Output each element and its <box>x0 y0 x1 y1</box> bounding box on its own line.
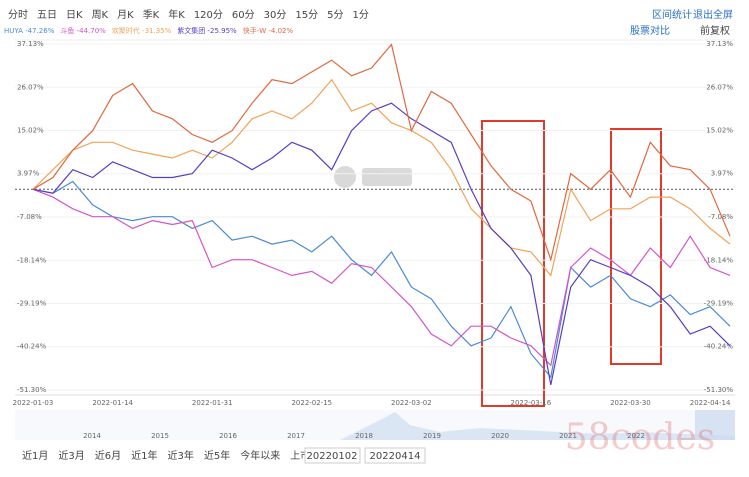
series-line <box>32 78 731 277</box>
y-tick-label: -51.30% <box>17 386 47 394</box>
y-tick-label: -7.08% <box>17 213 42 221</box>
period-tab[interactable]: 季K <box>143 9 160 21</box>
range-button[interactable]: 近1月 <box>22 449 48 462</box>
y-tick-label-right: -29.19% <box>704 299 734 307</box>
compare-button[interactable]: 股票对比 <box>630 24 670 37</box>
series-line <box>32 188 731 367</box>
y-tick-label: 15.02% <box>17 127 44 135</box>
period-tab[interactable]: 30分 <box>264 9 287 21</box>
x-tick-label: 2022-04-14 <box>690 399 731 407</box>
y-tick-label-right: -18.14% <box>704 256 734 264</box>
navigator-window[interactable] <box>695 410 735 440</box>
navigator-year: 2020 <box>491 432 509 440</box>
navigator-year: 2014 <box>83 432 101 440</box>
x-tick-label: 2022-03-30 <box>610 399 651 407</box>
x-tick-label: 2022-01-14 <box>92 399 133 407</box>
period-tab[interactable]: 日K <box>66 10 83 21</box>
x-tick-label: 2022-01-31 <box>192 399 233 407</box>
x-tick-label: 2022-03-16 <box>511 399 552 407</box>
period-tab[interactable]: 五日 <box>37 10 57 21</box>
series-line <box>32 180 731 379</box>
y-tick-label-right: 37.13% <box>706 40 733 48</box>
navigator-year: 2016 <box>219 432 237 440</box>
range-button[interactable]: 今年以来 <box>240 449 280 462</box>
series-line <box>32 102 731 386</box>
x-tick-label: 2022-01-03 <box>13 399 54 407</box>
x-tick-label: 2022-02-15 <box>291 399 332 407</box>
period-tab[interactable]: 60分 <box>232 9 255 21</box>
watermark-logo <box>334 166 412 188</box>
period-tab[interactable]: 周K <box>92 9 109 21</box>
range-button[interactable]: 近5年 <box>204 449 230 462</box>
navigator-year: 2017 <box>287 432 305 440</box>
start-date-input[interactable] <box>304 447 361 464</box>
start-date[interactable]: 20220102 <box>307 451 358 462</box>
legend-entry: HUYA -47.26% <box>4 27 55 35</box>
navigator-year: 2022 <box>627 432 645 440</box>
watermark-text: 58codes <box>565 417 715 458</box>
highlight-box <box>610 128 662 365</box>
navigator-year: 2021 <box>559 432 577 440</box>
legend-entry: 紫文集团 -25.95% <box>177 26 237 35</box>
y-tick-label: 26.07% <box>17 83 44 91</box>
period-tab[interactable]: 5分 <box>327 9 343 21</box>
legend-entry: 快手-W -4.02% <box>243 26 294 35</box>
period-tab[interactable]: 月K <box>117 9 134 21</box>
y-tick-label: 37.13% <box>17 40 44 48</box>
y-tick-label-right: -40.24% <box>704 343 734 351</box>
y-tick-label: -18.14% <box>17 256 47 264</box>
x-tick-label: 2022-03-02 <box>391 399 432 407</box>
range-button[interactable]: 近1年 <box>131 449 157 462</box>
y-tick-label-right: -7.08% <box>708 213 733 221</box>
period-tab[interactable]: 年K <box>168 8 185 21</box>
y-tick-label-right: 3.97% <box>711 170 734 178</box>
end-date-input[interactable] <box>364 447 426 464</box>
navigator-year: 2019 <box>423 432 441 440</box>
exit-fullscreen-button[interactable]: 退出全屏 <box>693 8 733 21</box>
legend-entry: 斗鱼 -44.70% <box>60 26 106 35</box>
y-tick-label: -40.24% <box>17 343 47 351</box>
period-tab[interactable]: 1分 <box>352 9 368 21</box>
end-date[interactable]: 20220414 <box>370 451 421 462</box>
y-tick-label: 3.97% <box>17 170 40 178</box>
range-button[interactable]: 近6月 <box>95 449 121 462</box>
highlight-box <box>481 120 545 407</box>
range-button[interactable]: 近3年 <box>168 449 194 462</box>
range-button[interactable]: 近3月 <box>58 449 84 462</box>
period-tabs: 分时 五日 日K 周K 月K 季K 年K 120分 60分 30分 15分 5分 1分 <box>8 8 369 21</box>
range-stats-button[interactable]: 区间统计 <box>652 8 692 21</box>
navigator-year: 2018 <box>355 432 373 440</box>
adjust-button[interactable]: 前复权 <box>700 24 730 37</box>
period-tab[interactable]: 分时 <box>8 9 28 21</box>
navigator-area <box>340 412 735 440</box>
y-tick-label-right: 26.07% <box>706 83 733 91</box>
period-tab[interactable]: 120分 <box>194 9 223 21</box>
y-tick-label-right: -51.30% <box>704 386 734 394</box>
series-line <box>32 43 731 262</box>
y-tick-label: -29.19% <box>17 299 47 307</box>
period-tab[interactable]: 15分 <box>295 9 318 21</box>
legend-entry: 欢聚时代 -31.35% <box>112 26 172 35</box>
y-tick-label-right: 15.02% <box>706 127 733 135</box>
navigator-year: 2015 <box>151 432 169 440</box>
